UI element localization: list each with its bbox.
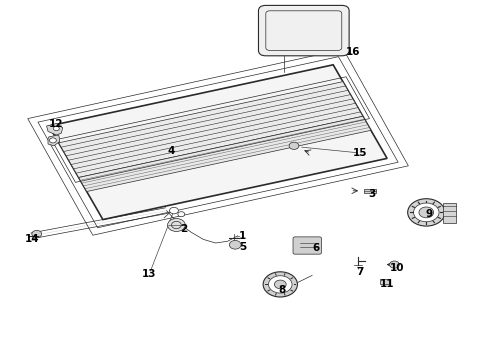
FancyBboxPatch shape [443,203,456,223]
Polygon shape [48,135,60,146]
Text: 12: 12 [49,119,64,129]
Circle shape [408,199,445,226]
Circle shape [49,138,56,143]
Text: 6: 6 [313,243,319,253]
Circle shape [170,207,178,214]
Text: 15: 15 [353,148,368,158]
Circle shape [269,276,292,293]
Text: 9: 9 [425,209,432,219]
Text: 2: 2 [180,224,187,234]
Text: 5: 5 [239,242,246,252]
Text: 13: 13 [142,269,157,279]
Text: 8: 8 [278,285,285,295]
Text: 16: 16 [345,47,360,57]
Circle shape [168,219,185,231]
Circle shape [414,203,439,222]
Text: 1: 1 [239,231,246,241]
FancyBboxPatch shape [293,237,321,254]
FancyBboxPatch shape [364,189,376,193]
Circle shape [178,212,185,217]
FancyBboxPatch shape [259,5,349,56]
Circle shape [289,142,299,149]
Polygon shape [47,123,63,135]
Text: 4: 4 [168,146,175,156]
Circle shape [53,126,59,131]
Polygon shape [49,65,387,220]
Circle shape [229,240,241,249]
FancyBboxPatch shape [380,279,389,284]
Circle shape [419,207,434,218]
Circle shape [274,280,286,289]
Circle shape [32,230,42,238]
Polygon shape [59,82,363,177]
Text: 10: 10 [390,263,404,273]
Text: 14: 14 [24,234,39,244]
Circle shape [390,261,399,268]
Circle shape [263,272,297,297]
Text: 3: 3 [369,189,376,199]
Text: 11: 11 [380,279,394,289]
Text: 7: 7 [356,267,364,277]
Polygon shape [78,116,371,192]
